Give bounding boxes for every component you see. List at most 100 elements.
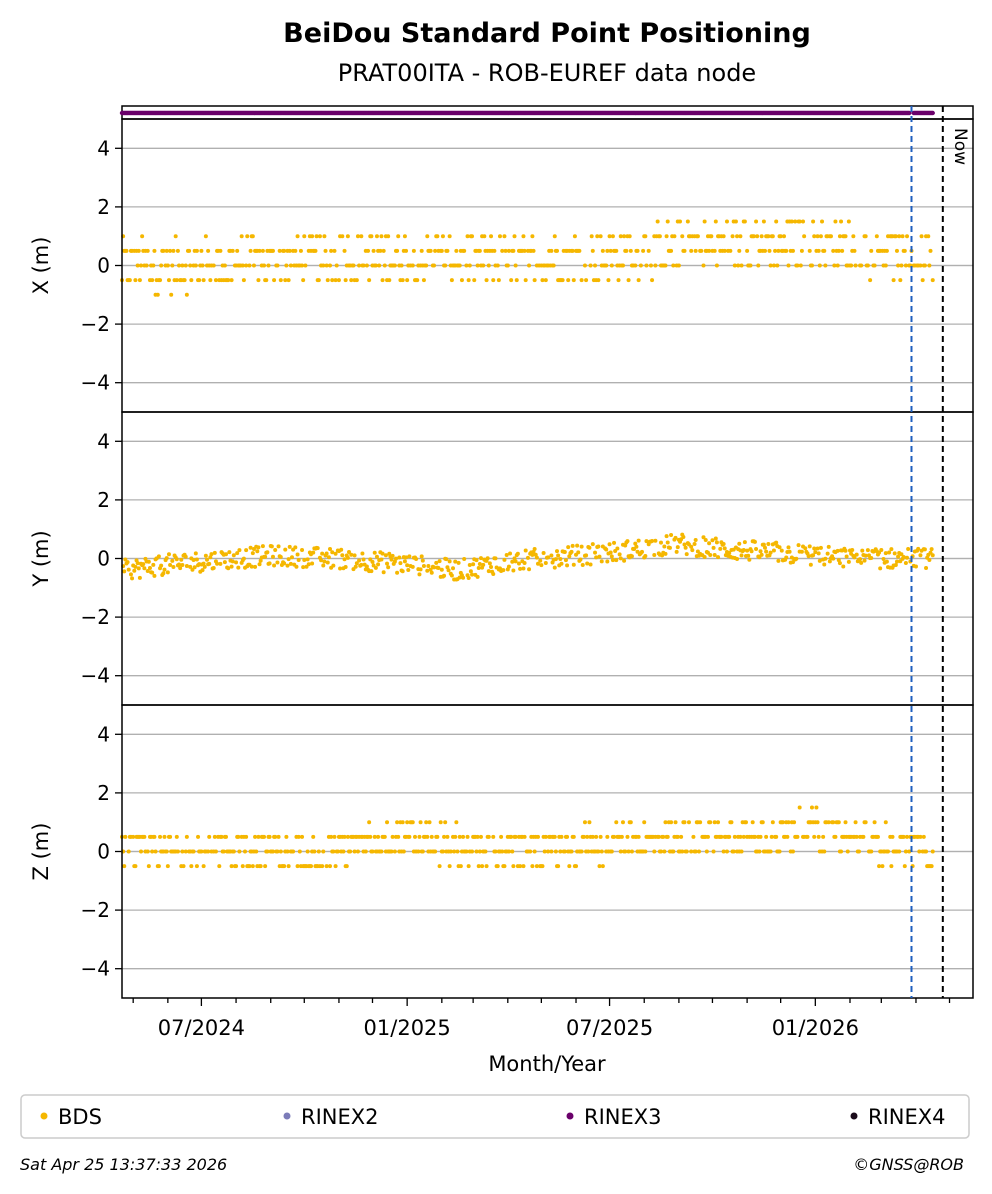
bds-point [816, 551, 821, 556]
bds-point [165, 864, 170, 869]
bds-point [671, 849, 676, 854]
bds-point [248, 545, 253, 550]
bds-point [169, 292, 174, 297]
bds-point [664, 234, 669, 239]
bds-point [714, 540, 719, 545]
bds-point [605, 248, 610, 253]
bds-point [213, 278, 218, 283]
bds-point [392, 559, 397, 564]
legend-marker-rinex2 [283, 1112, 291, 1120]
bds-point [402, 559, 407, 564]
bds-point [607, 542, 612, 547]
bds-point [201, 561, 206, 566]
bds-point [330, 550, 335, 555]
bds-point [738, 234, 743, 239]
bds-point [883, 263, 888, 268]
bds-point [560, 278, 565, 283]
bds-point [397, 555, 402, 560]
bds-point [489, 234, 494, 239]
bds-point [727, 834, 732, 839]
bds-point [425, 234, 430, 239]
bds-point [852, 248, 857, 253]
bds-point [439, 567, 444, 572]
bds-point [881, 556, 886, 561]
bds-point [484, 278, 489, 283]
bds-point [331, 849, 336, 854]
bds-point [623, 849, 628, 854]
bds-point [247, 263, 252, 268]
bds-point [392, 263, 397, 268]
bds-point [447, 559, 452, 564]
bds-point [152, 834, 157, 839]
bds-point [442, 834, 447, 839]
bds-point [184, 834, 189, 839]
bds-point [665, 219, 670, 224]
bds-point [150, 849, 155, 854]
bds-point [511, 248, 516, 253]
bds-point [825, 551, 830, 556]
bds-point [642, 820, 647, 825]
bds-point [570, 248, 575, 253]
bds-point [127, 278, 132, 283]
bds-point [194, 864, 199, 869]
bds-point [437, 559, 442, 564]
bds-point [231, 849, 236, 854]
bds-point [883, 820, 888, 825]
bds-point [532, 547, 537, 552]
bds-point [716, 820, 721, 825]
bds-point [174, 278, 179, 283]
bds-point [721, 542, 726, 547]
bds-point [509, 834, 514, 839]
bds-point [400, 820, 405, 825]
bds-point [131, 834, 136, 839]
bds-point [175, 849, 180, 854]
bds-point [515, 551, 520, 556]
bds-point [257, 562, 262, 567]
bds-point [300, 547, 305, 552]
bds-point [476, 565, 481, 570]
bds-point [308, 864, 313, 869]
bds-point [436, 565, 441, 570]
bds-point [212, 834, 217, 839]
bds-point [255, 549, 260, 554]
bds-point [869, 248, 874, 253]
bds-point [170, 558, 175, 563]
bds-point [927, 557, 932, 562]
bds-point [135, 263, 140, 268]
bds-point [445, 834, 450, 839]
bds-point [453, 834, 458, 839]
bds-point [828, 234, 833, 239]
bds-point [194, 557, 199, 562]
bds-point [570, 543, 575, 548]
bds-point [239, 234, 244, 239]
bds-point [207, 834, 212, 839]
bds-point [284, 834, 289, 839]
bds-point [745, 248, 750, 253]
bds-point [405, 563, 410, 568]
bds-point [567, 554, 572, 559]
bds-point [920, 278, 925, 283]
bds-point [875, 834, 880, 839]
footer-timestamp: Sat Apr 25 13:37:33 2026 [20, 1155, 227, 1174]
bds-point [771, 263, 776, 268]
bds-point [472, 278, 477, 283]
bds-point [125, 560, 130, 565]
bds-point [199, 248, 204, 253]
bds-point [741, 834, 746, 839]
bds-point [481, 562, 486, 567]
bds-point [439, 248, 444, 253]
bds-point [664, 534, 669, 539]
bds-point [704, 849, 709, 854]
bds-point [733, 219, 738, 224]
y-tick-label: 0 [97, 840, 110, 864]
bds-point [634, 544, 639, 549]
bds-point [477, 849, 482, 854]
bds-point [263, 554, 268, 559]
bds-point [301, 278, 306, 283]
bds-point [392, 849, 397, 854]
bds-point [278, 278, 283, 283]
panel-frame [121, 704, 974, 999]
bds-point [321, 563, 326, 568]
bds-point [891, 278, 896, 283]
bds-point [361, 557, 366, 562]
